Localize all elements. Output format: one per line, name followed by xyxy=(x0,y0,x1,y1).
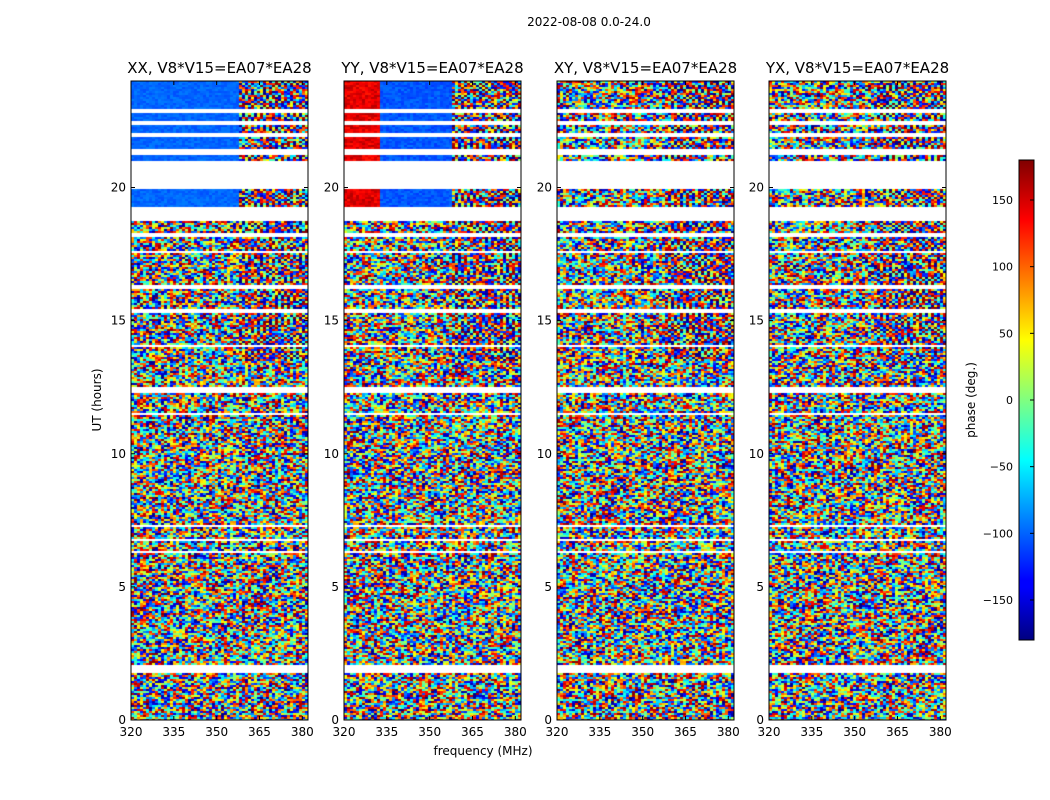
y-tick-label: 5 xyxy=(331,580,339,594)
panel-xy: XY, V8*V15=EA07*EA28 320 335 350 365 380 0 5 10 1… xyxy=(537,59,740,739)
colorbar-tick-label: 50 xyxy=(999,327,1013,340)
y-tick-label: 5 xyxy=(118,580,126,594)
panel-yx: YX, V8*V15=EA07*EA28 320 335 350 365 380 0 5 10 1… xyxy=(749,59,952,739)
panel-yy: YY, V8*V15=EA07*EA28 320 335 350 365 380 0 5 10 1… xyxy=(324,59,527,739)
y-tick-label: 5 xyxy=(756,580,764,594)
x-tick-label: 365 xyxy=(674,725,697,739)
y-tick-label: 10 xyxy=(324,447,339,461)
colorbar-tick-label: −150 xyxy=(983,594,1013,607)
y-tick-label: 10 xyxy=(537,447,552,461)
y-tick-label: 10 xyxy=(111,447,126,461)
x-tick-label: 320 xyxy=(333,725,356,739)
colorbar-tick-label: −100 xyxy=(983,527,1013,540)
panel-title: XY, V8*V15=EA07*EA28 xyxy=(554,59,737,77)
x-tick-label: 350 xyxy=(418,725,441,739)
x-tick-label: 380 xyxy=(717,725,740,739)
colorbar-tick-label: −50 xyxy=(990,461,1013,474)
x-tick-label: 380 xyxy=(504,725,527,739)
y-tick-label: 5 xyxy=(544,580,552,594)
panel-frame xyxy=(130,80,309,721)
colorbar-tick-label: 0 xyxy=(1006,394,1013,407)
x-tick-label: 320 xyxy=(546,725,569,739)
x-tick-label: 335 xyxy=(162,725,185,739)
y-tick-label: 20 xyxy=(324,181,339,195)
y-tick-label: 0 xyxy=(544,713,552,727)
panel-frame xyxy=(768,80,947,721)
y-tick-label: 10 xyxy=(749,447,764,461)
colorbar-label: phase (deg.) xyxy=(964,362,978,438)
y-tick-label: 15 xyxy=(111,314,126,328)
heatmap-xx xyxy=(131,81,308,720)
y-tick-label: 15 xyxy=(749,314,764,328)
y-tick-label: 0 xyxy=(331,713,339,727)
heatmap-xy xyxy=(557,81,734,720)
y-tick-label: 0 xyxy=(118,713,126,727)
panel-title: YX, V8*V15=EA07*EA28 xyxy=(765,59,949,77)
x-tick-label: 320 xyxy=(758,725,781,739)
panel-title: XX, V8*V15=EA07*EA28 xyxy=(127,59,311,77)
panel-frame xyxy=(556,80,735,721)
colorbar-tick-label: 150 xyxy=(992,194,1013,207)
x-tick-label: 365 xyxy=(886,725,909,739)
figure-title: 2022-08-08 0.0-24.0 xyxy=(527,15,651,29)
x-tick-label: 320 xyxy=(120,725,143,739)
y-tick-label: 15 xyxy=(537,314,552,328)
x-tick-label: 335 xyxy=(588,725,611,739)
panels: XX, V8*V15=EA07*EA28 320 335 350 365 380 0 5 10 1… xyxy=(111,59,952,739)
panel-xx: XX, V8*V15=EA07*EA28 320 335 350 365 380 0 5 10 1… xyxy=(111,59,314,739)
x-tick-label: 350 xyxy=(205,725,228,739)
x-tick-label: 350 xyxy=(631,725,654,739)
y-tick-label: 20 xyxy=(749,181,764,195)
y-tick-label: 20 xyxy=(537,181,552,195)
heatmap-yy xyxy=(344,81,521,720)
x-tick-label: 365 xyxy=(461,725,484,739)
x-tick-label: 335 xyxy=(375,725,398,739)
colorbar-ticks: 150 100 50 0 −50 −100 −150 xyxy=(983,194,1034,607)
x-tick-label: 335 xyxy=(800,725,823,739)
colorbar: 150 100 50 0 −50 −100 −150 phase (deg.) xyxy=(964,159,1035,641)
colorbar-tick-label: 100 xyxy=(992,261,1013,274)
panel-title: YY, V8*V15=EA07*EA28 xyxy=(340,59,523,77)
panel-frame xyxy=(343,80,522,721)
x-tick-label: 350 xyxy=(843,725,866,739)
x-tick-label: 365 xyxy=(248,725,271,739)
heatmap-yx xyxy=(769,81,946,720)
x-axis-label: frequency (MHz) xyxy=(433,744,532,758)
y-tick-label: 20 xyxy=(111,181,126,195)
x-tick-label: 380 xyxy=(291,725,314,739)
y-axis-label: UT (hours) xyxy=(90,368,104,431)
y-tick-label: 15 xyxy=(324,314,339,328)
x-tick-label: 380 xyxy=(929,725,952,739)
y-tick-label: 0 xyxy=(756,713,764,727)
